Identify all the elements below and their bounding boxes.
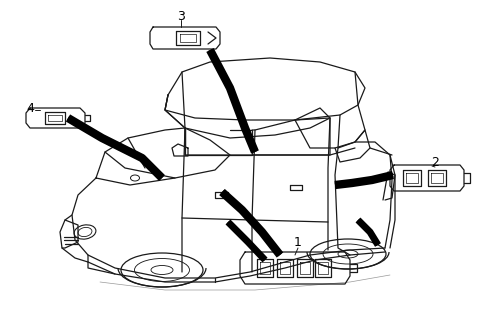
Text: 4: 4 bbox=[26, 101, 34, 114]
Text: 3: 3 bbox=[177, 10, 185, 23]
Text: 1: 1 bbox=[294, 237, 302, 250]
Text: 2: 2 bbox=[431, 156, 439, 169]
